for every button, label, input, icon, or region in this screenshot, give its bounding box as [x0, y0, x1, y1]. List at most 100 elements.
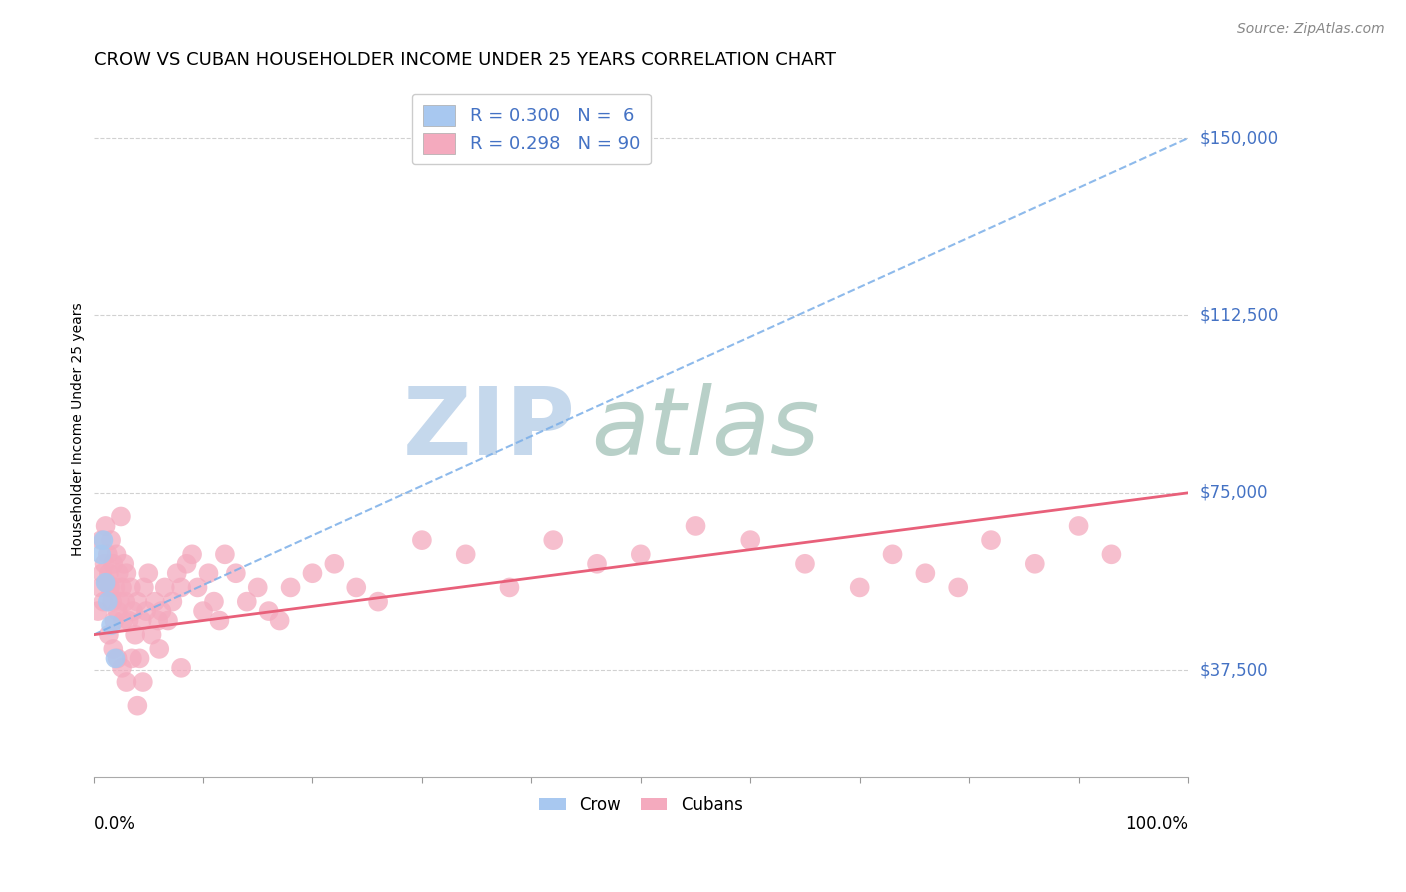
Point: [141, 628, 163, 642]
Point: [103, 641, 125, 656]
Point: [115, 675, 138, 690]
Point: [127, 594, 149, 608]
Point: [97, 566, 120, 581]
Point: [498, 581, 520, 595]
Point: [104, 581, 127, 595]
Point: [257, 604, 280, 618]
Point: [454, 547, 477, 561]
Point: [91, 566, 114, 581]
Point: [630, 547, 652, 561]
Point: [89, 581, 111, 595]
Y-axis label: Householder Income Under 25 years: Householder Income Under 25 years: [72, 302, 86, 556]
Point: [191, 604, 214, 618]
Point: [107, 604, 129, 618]
Point: [181, 547, 204, 561]
Point: [301, 566, 323, 581]
Point: [111, 581, 134, 595]
Point: [93, 533, 115, 548]
Point: [104, 651, 127, 665]
Point: [269, 614, 291, 628]
Point: [96, 575, 118, 590]
Point: [117, 614, 139, 628]
Point: [105, 547, 128, 561]
Point: [111, 661, 134, 675]
Point: [170, 661, 193, 675]
Point: [115, 566, 138, 581]
Point: [225, 566, 247, 581]
Text: Source: ZipAtlas.com: Source: ZipAtlas.com: [1237, 22, 1385, 37]
Point: [740, 533, 762, 548]
Point: [1099, 547, 1122, 561]
Point: [114, 594, 136, 608]
Point: [132, 675, 155, 690]
Point: [124, 628, 146, 642]
Point: [914, 566, 936, 581]
Point: [344, 581, 367, 595]
Point: [112, 557, 135, 571]
Text: CROW VS CUBAN HOUSEHOLDER INCOME UNDER 25 YEARS CORRELATION CHART: CROW VS CUBAN HOUSEHOLDER INCOME UNDER 2…: [94, 51, 835, 69]
Point: [166, 566, 188, 581]
Point: [90, 533, 112, 548]
Point: [153, 581, 176, 595]
Point: [541, 533, 564, 548]
Legend: Crow, Cubans: Crow, Cubans: [533, 789, 749, 821]
Point: [685, 519, 707, 533]
Point: [107, 566, 129, 581]
Point: [93, 557, 115, 571]
Point: [197, 566, 219, 581]
Point: [156, 614, 179, 628]
Point: [214, 547, 236, 561]
Point: [110, 509, 132, 524]
Point: [170, 581, 193, 595]
Point: [127, 698, 149, 713]
Point: [280, 581, 302, 595]
Text: $150,000: $150,000: [1199, 129, 1278, 147]
Point: [94, 519, 117, 533]
Point: [87, 604, 110, 618]
Point: [146, 614, 169, 628]
Point: [323, 557, 346, 571]
Point: [94, 575, 117, 590]
Point: [121, 651, 143, 665]
Text: ZIP: ZIP: [402, 383, 575, 475]
Point: [97, 628, 120, 642]
Point: [128, 651, 150, 665]
Text: atlas: atlas: [592, 384, 820, 475]
Point: [1024, 557, 1046, 571]
Text: $37,500: $37,500: [1199, 661, 1268, 679]
Point: [367, 594, 389, 608]
Point: [848, 581, 870, 595]
Text: 0.0%: 0.0%: [94, 815, 135, 833]
Point: [97, 594, 120, 608]
Point: [120, 581, 142, 595]
Point: [97, 547, 120, 561]
Point: [112, 614, 135, 628]
Text: 100.0%: 100.0%: [1125, 815, 1188, 833]
Point: [882, 547, 904, 561]
Point: [148, 641, 170, 656]
Point: [136, 566, 159, 581]
Point: [236, 594, 259, 608]
Point: [162, 594, 184, 608]
Point: [794, 557, 817, 571]
Point: [586, 557, 609, 571]
Point: [131, 614, 153, 628]
Point: [208, 614, 231, 628]
Point: [246, 581, 269, 595]
Point: [187, 581, 209, 595]
Point: [103, 557, 125, 571]
Point: [90, 547, 112, 561]
Point: [948, 581, 970, 595]
Point: [107, 651, 129, 665]
Point: [101, 594, 124, 608]
Point: [980, 533, 1002, 548]
Point: [150, 604, 173, 618]
Point: [100, 533, 122, 548]
Text: $112,500: $112,500: [1199, 307, 1278, 325]
Point: [202, 594, 225, 608]
Text: $75,000: $75,000: [1199, 483, 1268, 502]
Point: [93, 594, 115, 608]
Point: [122, 604, 145, 618]
Point: [143, 594, 166, 608]
Point: [108, 594, 131, 608]
